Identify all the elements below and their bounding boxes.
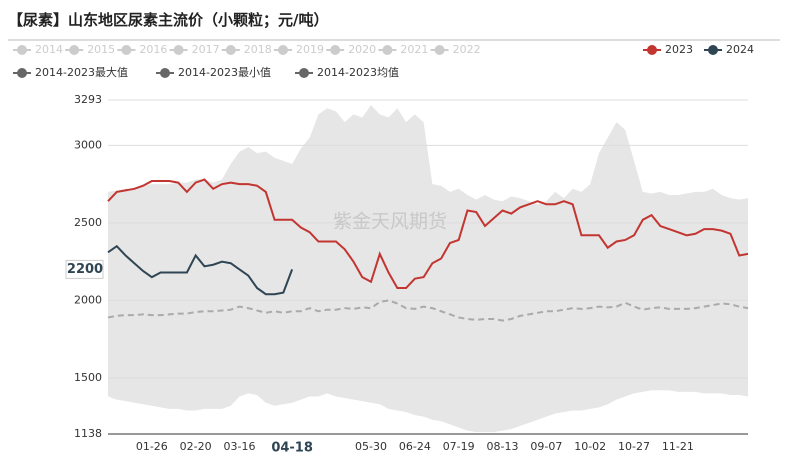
pointer-x-label: 04-18 bbox=[271, 441, 313, 456]
x-tick-label: 10-02 bbox=[574, 440, 606, 453]
x-tick-label: 01-26 bbox=[136, 440, 168, 453]
legend-icon-dot bbox=[382, 45, 393, 55]
y-tick-label: 2500 bbox=[74, 216, 102, 229]
x-tick-label: 06-24 bbox=[399, 440, 431, 453]
y-tick-label: 3293 bbox=[74, 93, 102, 106]
x-tick-label: 11-21 bbox=[662, 440, 694, 453]
y-tick-label: 3000 bbox=[74, 138, 102, 151]
legend-icon-dot bbox=[299, 68, 309, 78]
x-tick-label: 02-20 bbox=[180, 440, 212, 453]
x-tick-label: 07-19 bbox=[443, 440, 475, 453]
watermark: 紫金天风期货 bbox=[333, 211, 447, 233]
y-tick-label: 2000 bbox=[74, 293, 102, 306]
chart-title: 【尿素】山东地区尿素主流价（小颗粒；元/吨） bbox=[8, 11, 328, 29]
pointer-x-box bbox=[270, 438, 315, 458]
series-line bbox=[107, 244, 294, 296]
legend-label: 2023 bbox=[665, 43, 693, 56]
legend-icon-dot bbox=[708, 45, 718, 55]
legend-icon-dot bbox=[69, 45, 80, 55]
legend-label: 2021 bbox=[400, 43, 428, 56]
x-tick-label: 03-16 bbox=[224, 440, 256, 453]
legend-icon-dot bbox=[17, 68, 27, 78]
legend-icon-dot bbox=[278, 45, 288, 55]
legend-icon-dot bbox=[173, 45, 184, 55]
x-tick-label: 08-13 bbox=[487, 440, 519, 453]
y-tick-label: 1138 bbox=[74, 427, 102, 440]
legend-label: 2014-2023最大值 bbox=[35, 65, 128, 79]
legend-icon-dot bbox=[225, 45, 236, 55]
legend-icon-dot bbox=[434, 45, 445, 55]
x-tick-label: 09-07 bbox=[530, 440, 562, 453]
legend-label: 2016 bbox=[139, 43, 167, 56]
pointer-y-box bbox=[65, 259, 104, 279]
legend-label: 2014-2023均值 bbox=[317, 66, 399, 79]
legend-label: 2020 bbox=[348, 43, 376, 56]
pointer-y-label: 2200 bbox=[67, 262, 103, 277]
legend-label: 2014 bbox=[35, 43, 63, 56]
y-tick-label: 1500 bbox=[74, 371, 102, 384]
legend-icon-dot bbox=[17, 45, 27, 55]
legend-label: 2015 bbox=[87, 43, 115, 56]
legend-label: 2022 bbox=[453, 43, 481, 56]
legend-icon-dot bbox=[121, 45, 132, 55]
x-tick-label: 05-30 bbox=[355, 440, 387, 453]
legend-label: 2014-2023最小值 bbox=[178, 66, 271, 79]
legend-icon-dot bbox=[330, 45, 341, 55]
legend-label: 2019 bbox=[296, 43, 324, 56]
legend-label: 2017 bbox=[192, 43, 220, 56]
legend-label: 2018 bbox=[244, 43, 272, 56]
legend-icon-dot bbox=[647, 45, 657, 55]
legend-icon-dot bbox=[160, 68, 170, 78]
legend-label: 2024 bbox=[726, 43, 754, 56]
x-tick-label: 10-27 bbox=[618, 440, 650, 453]
series-line bbox=[107, 178, 749, 290]
